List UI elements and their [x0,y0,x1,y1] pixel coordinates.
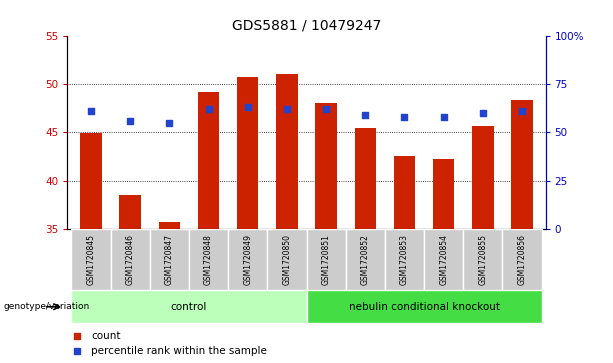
Bar [276,74,298,229]
Bar [433,159,454,229]
Bar [315,103,337,229]
Bar [346,229,385,290]
Bar [306,229,346,290]
Bar [385,229,424,290]
Text: percentile rank within the sample: percentile rank within the sample [91,346,267,356]
Text: control: control [171,302,207,312]
Text: GSM1720852: GSM1720852 [361,234,370,285]
Point [439,114,449,120]
Point [282,106,292,112]
Bar [150,229,189,290]
Text: GSM1720850: GSM1720850 [283,234,291,285]
Text: count: count [91,331,121,341]
Point [360,112,370,118]
Title: GDS5881 / 10479247: GDS5881 / 10479247 [232,19,381,32]
Bar [237,77,259,229]
Point [243,105,253,110]
Point [517,109,527,114]
Text: GSM1720856: GSM1720856 [517,234,527,285]
Bar [394,156,415,229]
Point [321,106,331,112]
Bar [80,134,102,229]
Bar [110,229,150,290]
Text: GSM1720854: GSM1720854 [439,234,448,285]
Bar [228,229,267,290]
Point [164,120,174,126]
Bar [120,195,141,229]
Bar [503,229,542,290]
Bar [463,229,503,290]
Text: genotype/variation: genotype/variation [3,302,89,311]
Text: GSM1720853: GSM1720853 [400,234,409,285]
Text: GSM1720847: GSM1720847 [165,234,174,285]
Text: GSM1720846: GSM1720846 [126,234,135,285]
Text: GSM1720855: GSM1720855 [478,234,487,285]
Bar [198,92,219,229]
Bar [267,229,306,290]
Point [72,348,82,354]
Text: GSM1720845: GSM1720845 [86,234,96,285]
Text: GSM1720848: GSM1720848 [204,234,213,285]
Bar [354,128,376,229]
Point [478,110,488,116]
Bar [189,229,228,290]
Bar [511,100,533,229]
Point [86,109,96,114]
Bar [71,229,110,290]
Point [400,114,409,120]
Text: GSM1720849: GSM1720849 [243,234,252,285]
Text: nebulin conditional knockout: nebulin conditional knockout [349,302,500,312]
Bar [159,222,180,229]
Bar [306,290,542,323]
Bar [424,229,463,290]
Point [125,118,135,124]
Point [72,333,82,339]
Text: GSM1720851: GSM1720851 [322,234,330,285]
Point [204,106,213,112]
Bar [472,126,493,229]
Bar [71,290,306,323]
